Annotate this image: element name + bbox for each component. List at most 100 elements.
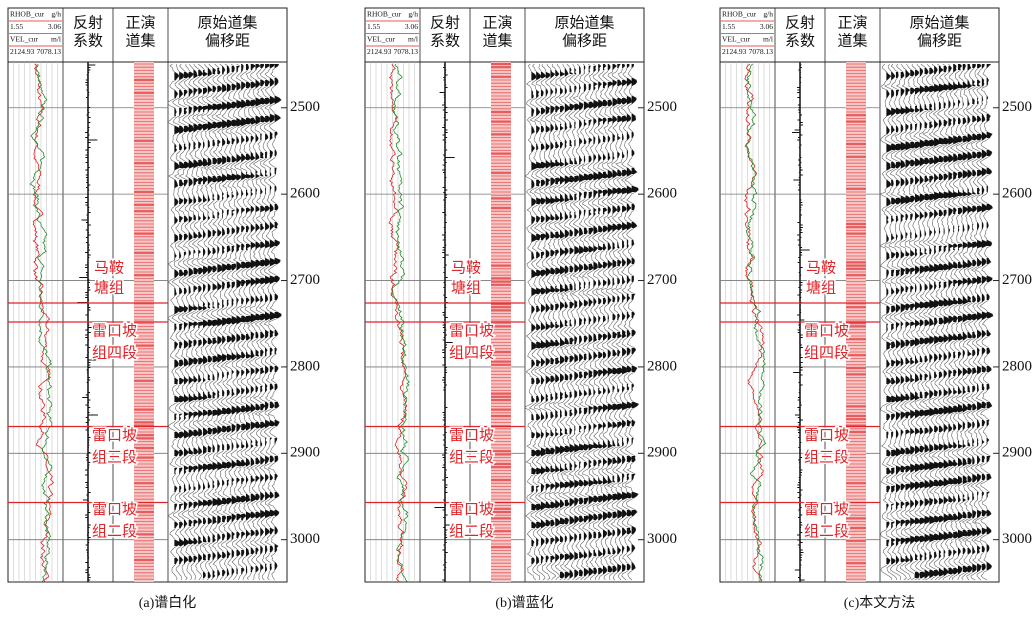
depth-label: 2500 [1002, 99, 1032, 115]
column-header: 道集 [482, 32, 512, 49]
log-header-text: RHOB_cur [722, 10, 757, 19]
log-header-text: 3.06 [48, 22, 61, 31]
depth-label: 2600 [290, 186, 320, 202]
seismic-peak [236, 66, 243, 574]
column-header: 系数 [430, 32, 460, 49]
seismic-peak [957, 64, 965, 574]
depth-label: 3000 [647, 531, 677, 547]
formation-label: 组四段 [804, 344, 849, 361]
formation-label: 雷口坡 [92, 501, 137, 518]
depth-label: 2500 [290, 99, 320, 115]
depth-label: 3000 [290, 531, 320, 547]
seismic-peak [598, 64, 606, 574]
log-header-text: 1.55 [367, 22, 380, 31]
log-header-text: VEL_cur [10, 35, 38, 44]
log-curve [388, 63, 408, 582]
column-header: 反射 [430, 14, 460, 31]
column-header: 原始道集 [909, 14, 969, 31]
log-curve [32, 63, 55, 582]
caption: (a)谱白化 [139, 595, 197, 611]
seismic-peak [934, 66, 941, 576]
formation-label: 组三段 [92, 449, 137, 466]
seismic-trace [524, 63, 540, 581]
log-header-text: 2124.93 [367, 47, 392, 56]
seismic-peak [915, 70, 923, 578]
depth-label: 2800 [1002, 358, 1032, 374]
panel: RHOB_cur g/h 1.55 3.06 VEL_cur m/l 2124.93 7078… [364, 7, 677, 611]
seismic-peak [953, 64, 960, 574]
seismic-trace [979, 63, 994, 581]
formation-label: 雷口坡 [92, 322, 137, 339]
log-header-text: 1.55 [10, 22, 23, 31]
depth-label: 2600 [647, 186, 677, 202]
seismic-peak [588, 66, 596, 576]
seismic-peak [593, 66, 601, 574]
panel: RHOB_cur g/h 1.55 3.06 VEL_cur m/l 2124.93 7078… [7, 7, 320, 611]
log-header-text: m/l [51, 35, 61, 44]
caption: (c)本文方法 [844, 595, 916, 611]
formation-label: 雷口坡 [804, 501, 849, 518]
log-header-text: VEL_cur [367, 35, 395, 44]
log-header-text: m/l [408, 35, 418, 44]
seismic-peak [583, 66, 591, 576]
formation-label: 雷口坡 [449, 501, 494, 518]
column-header: 系数 [73, 32, 103, 49]
seismic-peak [962, 64, 970, 572]
seismic-peak [222, 66, 230, 576]
seismic-peak [986, 64, 993, 570]
column-header: 偏移距 [562, 32, 607, 49]
seismic-peak [217, 68, 224, 578]
formation-label: 组二段 [449, 523, 494, 540]
log-header-text: 7078.13 [394, 47, 419, 56]
depth-label: 2700 [647, 272, 677, 288]
seismic-peak [231, 66, 239, 576]
formation-label: 雷口坡 [92, 427, 137, 444]
seismic-peak [245, 64, 253, 574]
log-curve [390, 63, 410, 582]
log-curve [744, 63, 767, 582]
depth-label: 2800 [647, 358, 677, 374]
seismic-peak [269, 64, 276, 570]
seismic-peak [203, 70, 210, 578]
log-header-text: RHOB_cur [10, 10, 45, 19]
formation-label: 组二段 [92, 523, 137, 540]
seismic-peak [574, 68, 580, 578]
depth-label: 2900 [647, 445, 677, 461]
formation-label: 组四段 [449, 344, 494, 361]
log-header-text: g/h [763, 10, 773, 19]
column-header: 偏移距 [917, 32, 962, 49]
column-header: 偏移距 [205, 32, 250, 49]
seismic-peak [981, 64, 989, 570]
log-header-text: m/l [763, 35, 773, 44]
seismic-trace [615, 63, 630, 581]
log-curve [744, 63, 765, 582]
formation-label: 雷口坡 [804, 427, 849, 444]
formation-label: 塘组 [806, 279, 836, 296]
depth-label: 2500 [647, 99, 677, 115]
column-header: 道集 [837, 32, 867, 49]
seismic-peak [250, 64, 258, 572]
seismic-peak [260, 64, 268, 572]
seismic-peak [569, 68, 576, 578]
log-header-text: 7078.13 [37, 47, 62, 56]
seismic-peak [631, 64, 639, 570]
seismic-peak [977, 64, 984, 572]
depth-label: 2700 [290, 272, 320, 288]
log-curve [29, 63, 53, 582]
seismic-peak [626, 64, 633, 570]
seismic-trace [624, 63, 640, 581]
depth-label: 2800 [290, 358, 320, 374]
seismic-peak [226, 66, 234, 576]
column-header: 反射 [73, 14, 103, 31]
formation-label: 组四段 [92, 344, 137, 361]
log-header-text: 3.06 [405, 22, 418, 31]
depth-label: 3000 [1002, 531, 1032, 547]
column-header: 原始道集 [554, 14, 614, 31]
formation-label: 组三段 [449, 449, 494, 466]
formation-label: 组二段 [804, 523, 849, 540]
column-header: 正演 [125, 14, 155, 31]
log-header-text: 3.06 [760, 22, 773, 31]
log-header-text: 2124.93 [722, 47, 747, 56]
column-header: 正演 [482, 14, 512, 31]
